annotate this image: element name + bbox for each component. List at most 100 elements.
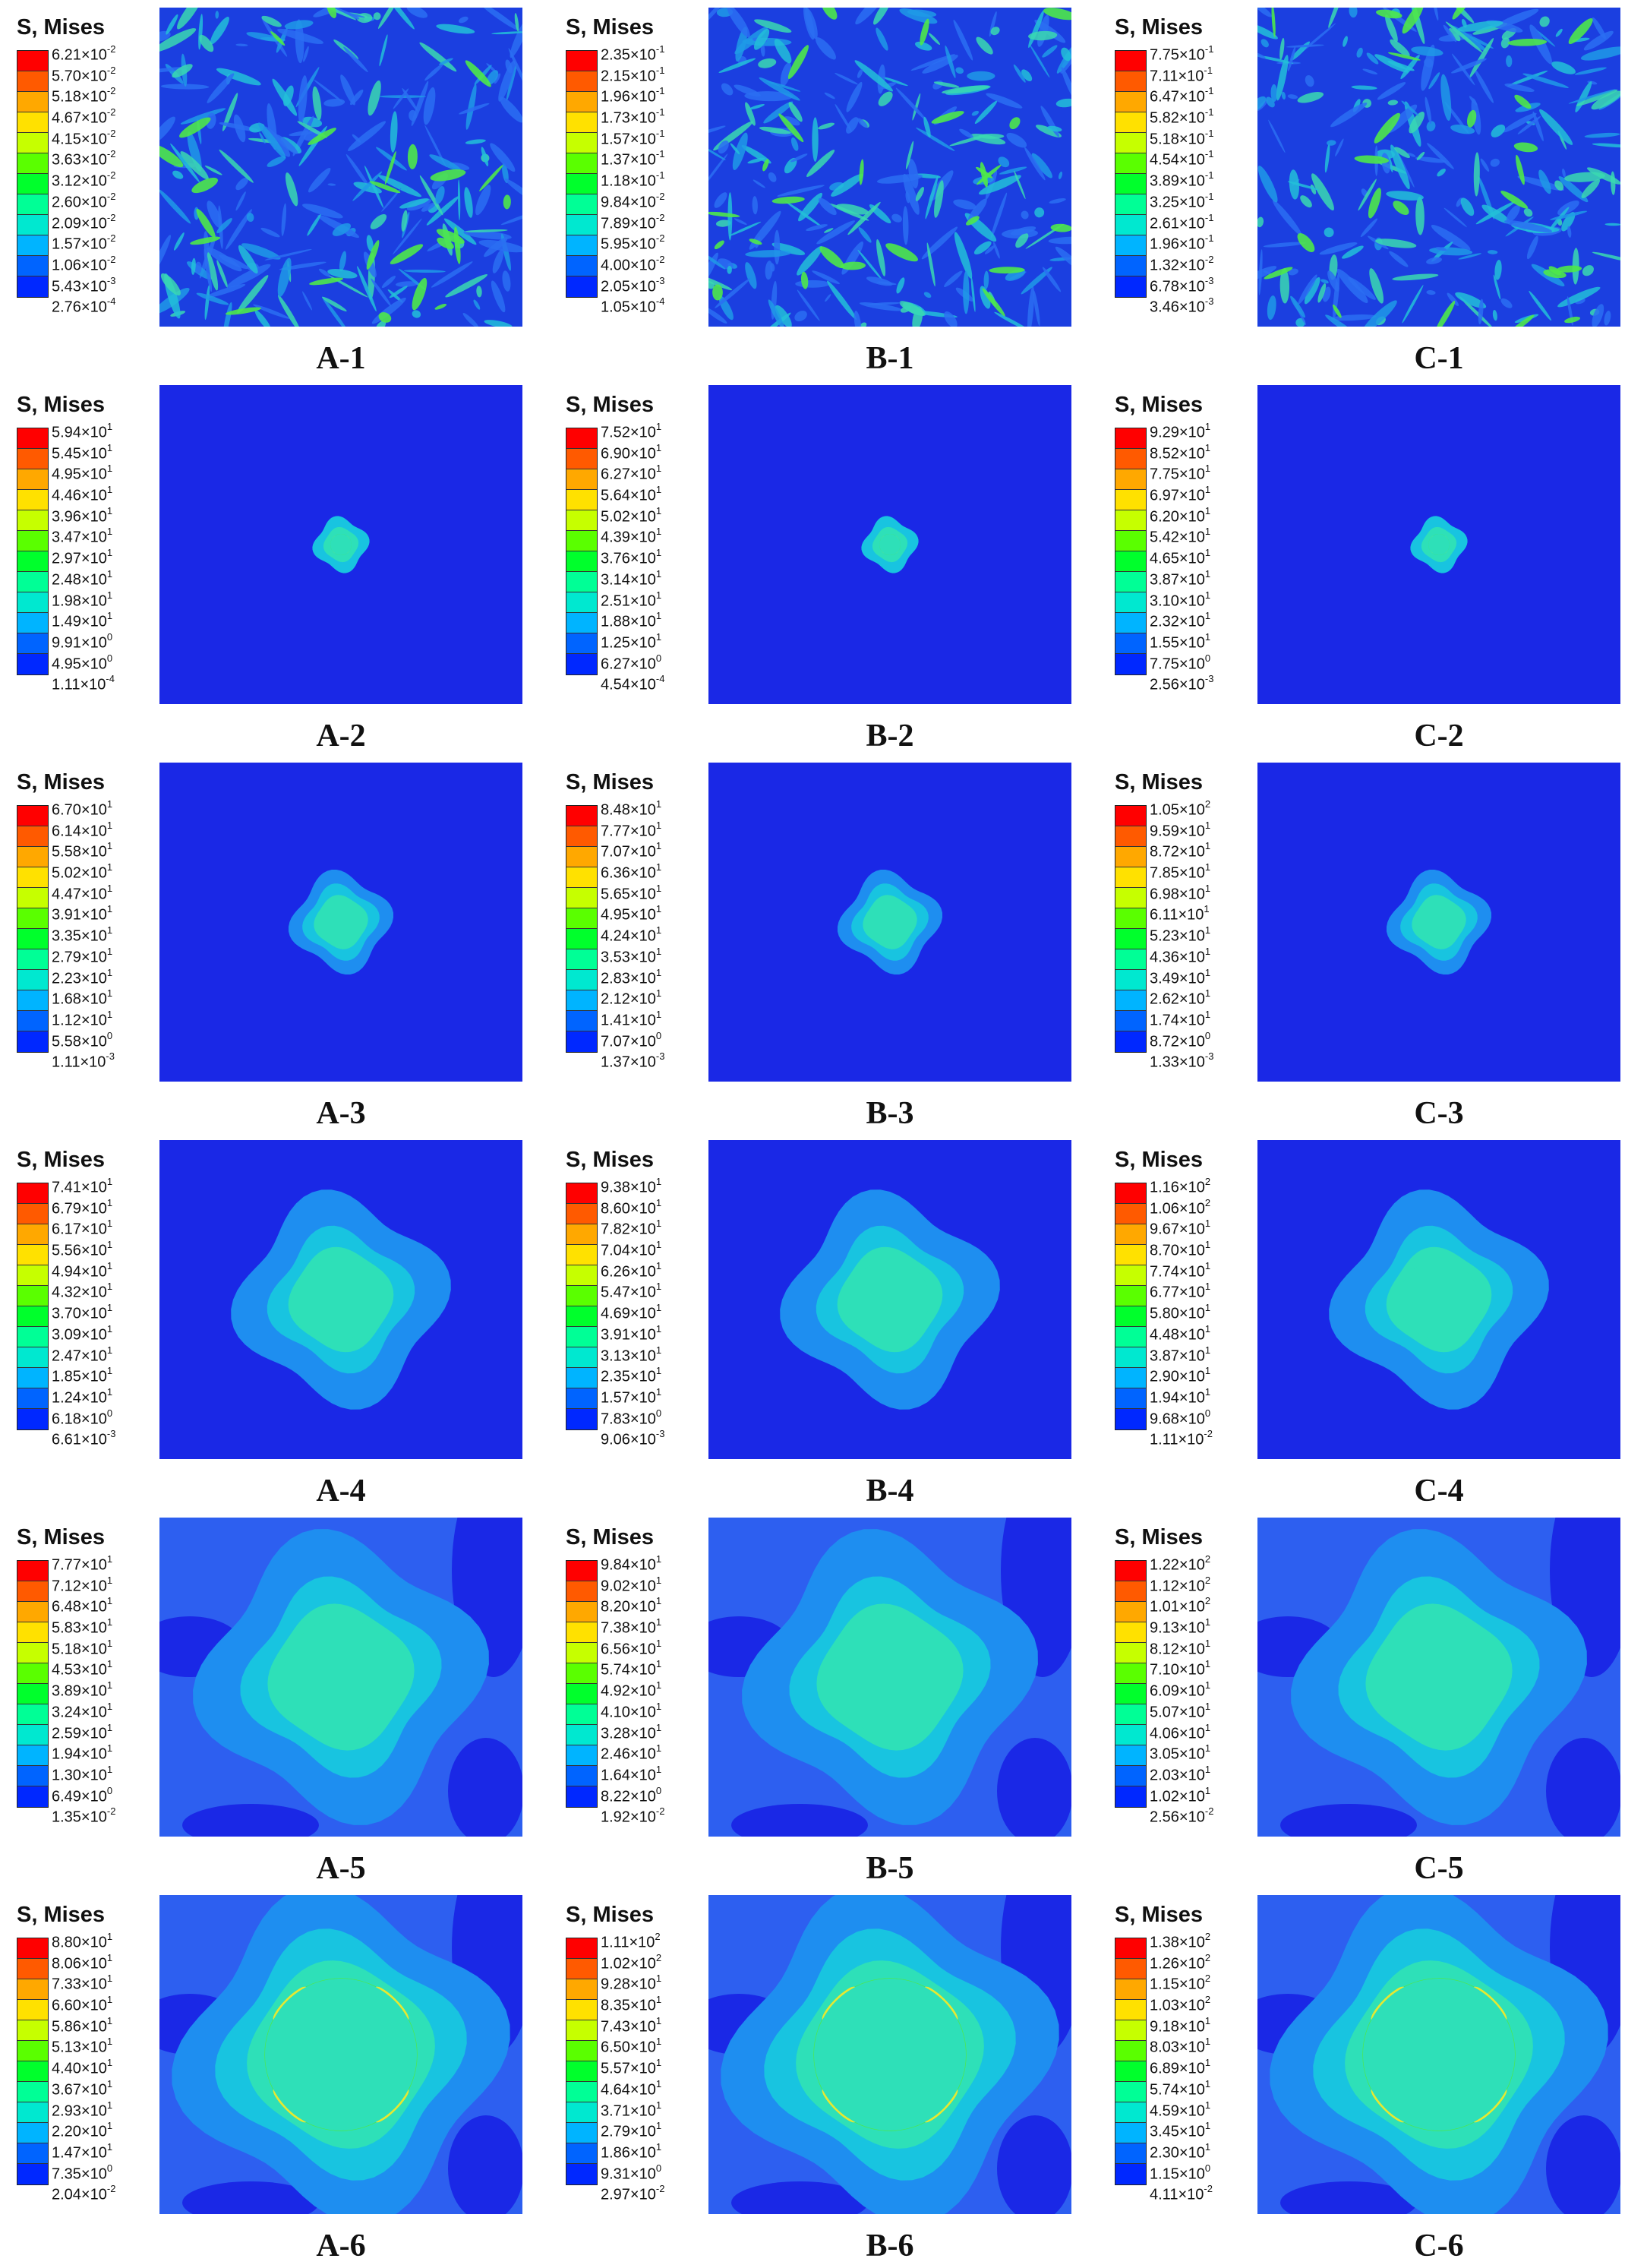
legend-tick-label: 1.11×10-2: [1150, 1428, 1213, 1448]
legend-tick-label: 7.33×101: [52, 1973, 113, 1994]
legend-ticks: 8.48×101 7.77×101 7.07×101 6.36×101 5.65×101…: [601, 795, 664, 1071]
legend-swatch: [17, 1224, 48, 1245]
legend-tick-label: 6.60×101: [52, 1994, 113, 2014]
legend-title: S, Mises: [1115, 15, 1204, 39]
legend-tick-label: 3.89×101: [52, 1679, 113, 1700]
panel-C-5: S, Mises 1.22×102 1.12×102 1.01×102 9.13×101…: [1098, 1510, 1647, 1887]
legend-tick-label: 6.61×10-3: [52, 1428, 116, 1448]
legend-title: S, Mises: [17, 770, 106, 794]
legend-tick-label: 3.67×101: [52, 2077, 113, 2099]
legend-tick-label: 1.06×102: [1150, 1196, 1211, 1218]
panel-caption: B-5: [866, 1851, 914, 1886]
legend-tick-label: 1.92×10-2: [601, 1805, 665, 1826]
legend-swatch: [17, 888, 48, 908]
legend-tick-label: 4.46×101: [52, 484, 113, 504]
legend-tick-label: 2.61×10-1: [1150, 211, 1214, 232]
legend-color-bar: [566, 50, 598, 298]
legend-tick-label: 9.02×101: [601, 1574, 662, 1595]
legend-tick-label: 7.12×101: [52, 1574, 113, 1595]
legend-tick-label: 6.79×101: [52, 1196, 113, 1218]
panel-B-6: S, Mises 1.11×102 1.02×102 9.28×101 8.35×101…: [549, 1887, 1098, 2265]
legend-tick-label: 1.11×102: [601, 1931, 661, 1951]
legend-swatch: [17, 1704, 48, 1725]
legend-color-bar: [17, 428, 49, 675]
legend-swatch: [566, 1959, 597, 1979]
legend-swatch: [566, 1704, 597, 1725]
panel-caption: B-6: [866, 2229, 914, 2263]
legend-swatch: [566, 908, 597, 929]
legend-tick-label: 7.38×101: [601, 1616, 662, 1637]
legend-color-bar: [17, 1183, 49, 1430]
legend-swatch: [17, 970, 48, 990]
legend-tick-label: 7.10×101: [1150, 1658, 1211, 1679]
panel-caption: A-1: [316, 341, 366, 376]
legend-swatch: [17, 510, 48, 531]
legend-swatch: [17, 1561, 48, 1581]
legend-swatch: [1115, 888, 1146, 908]
panel-B-4: S, Mises 9.38×101 8.60×101 7.82×101 7.04×101…: [549, 1132, 1098, 1510]
legend-swatch: [17, 1011, 48, 1031]
legend-tick-label: 1.33×10-3: [1150, 1050, 1214, 1071]
stress-contour-plot: [1257, 1518, 1620, 1837]
legend-tick-label: 9.28×101: [601, 1973, 662, 1994]
legend-tick-label: 6.90×101: [601, 441, 662, 463]
legend-swatch: [566, 847, 597, 867]
legend-swatch: [17, 1766, 48, 1786]
legend-tick-label: 2.15×10-1: [601, 64, 665, 85]
legend-swatch: [566, 1581, 597, 1602]
legend-swatch: [1115, 1786, 1146, 1807]
panel-A-6: S, Mises 8.80×101 8.06×101 7.33×101 6.60×101…: [0, 1887, 549, 2265]
contour-svg: [159, 385, 522, 704]
legend-swatch: [17, 2164, 48, 2184]
legend-title: S, Mises: [566, 1148, 655, 1172]
legend-swatch: [1115, 1725, 1146, 1745]
legend-swatch: [566, 1347, 597, 1368]
legend-swatch: [17, 1265, 48, 1286]
legend-ticks: 6.21×10-2 5.70×10-2 5.18×10-2 4.67×10-2 4.15…: [52, 40, 116, 316]
legend-swatch: [17, 990, 48, 1011]
legend-tick-label: 1.12×101: [52, 1008, 113, 1029]
legend-swatch: [17, 1602, 48, 1622]
legend-swatch: [17, 2102, 48, 2123]
legend-tick-label: 8.60×101: [601, 1196, 662, 1218]
legend-swatch: [1115, 2102, 1146, 2123]
legend-tick-label: 2.76×10-4: [52, 295, 116, 316]
legend-tick-label: 1.26×102: [1150, 1951, 1211, 1973]
legend-tick-label: 3.71×101: [601, 2099, 662, 2120]
legend-tick-label: 3.76×101: [601, 547, 662, 567]
legend-tick-label: 2.46×101: [601, 1742, 662, 1763]
legend-color-bar: [566, 1183, 598, 1430]
legend-tick-label: 5.82×10-1: [1150, 106, 1214, 127]
legend-swatch: [1115, 1766, 1146, 1786]
legend-tick-label: 9.06×10-3: [601, 1428, 665, 1448]
legend-tick-label: 2.48×101: [52, 567, 113, 589]
legend-swatch: [566, 949, 597, 970]
legend-tick-label: 9.68×100: [1150, 1407, 1211, 1428]
legend-swatch: [17, 256, 48, 276]
panel-caption: B-3: [866, 1096, 914, 1131]
legend-tick-label: 5.80×101: [1150, 1302, 1211, 1322]
legend-ticks: 7.41×101 6.79×101 6.17×101 5.56×101 4.94×101…: [52, 1173, 116, 1448]
legend-swatch: [17, 592, 48, 613]
legend-swatch: [1115, 276, 1146, 297]
panel-caption: C-6: [1414, 2229, 1464, 2263]
legend-tick-label: 9.67×101: [1150, 1218, 1211, 1239]
legend-swatch: [1115, 71, 1146, 92]
legend-tick-label: 5.23×101: [1150, 924, 1211, 945]
legend-tick-label: 3.35×101: [52, 924, 113, 945]
legend-tick-label: 7.07×101: [601, 840, 662, 861]
legend-swatch: [1115, 2164, 1146, 2184]
color-legend: S, Mises 1.38×102 1.26×102 1.15×102 1.03×102…: [1112, 1903, 1264, 2222]
legend-tick-label: 1.11×10-3: [52, 1050, 115, 1071]
legend-swatch: [566, 1684, 597, 1704]
legend-swatch: [17, 1286, 48, 1306]
legend-swatch: [17, 2082, 48, 2102]
legend-swatch: [17, 92, 48, 112]
legend-swatch: [17, 867, 48, 888]
legend-swatch: [1115, 613, 1146, 633]
legend-tick-label: 4.15×10-2: [52, 127, 116, 148]
legend-swatch: [17, 1183, 48, 1204]
legend-tick-label: 1.98×101: [52, 589, 113, 610]
legend-tick-label: 8.70×101: [1150, 1239, 1211, 1259]
legend-swatch: [17, 112, 48, 133]
